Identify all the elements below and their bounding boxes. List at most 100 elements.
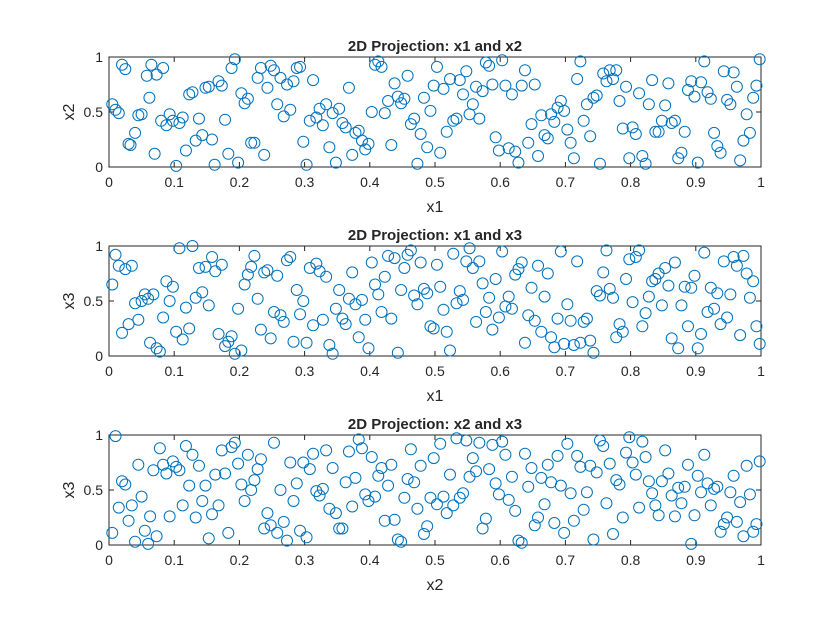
data-point xyxy=(129,535,142,548)
data-point xyxy=(652,125,665,138)
data-point xyxy=(235,344,248,357)
data-point xyxy=(138,524,151,537)
data-point xyxy=(734,154,747,167)
data-point xyxy=(734,329,747,342)
data-point xyxy=(522,480,535,493)
data-point xyxy=(730,515,743,528)
data-point xyxy=(132,458,145,471)
data-point xyxy=(730,259,743,272)
data-point xyxy=(691,469,704,482)
scatter-series xyxy=(106,53,766,172)
x-tick-label: 0.6 xyxy=(490,174,510,190)
data-point xyxy=(675,497,688,510)
data-point xyxy=(202,80,215,93)
data-point xyxy=(613,95,626,107)
data-point xyxy=(241,448,254,461)
data-point xyxy=(724,98,737,111)
data-point xyxy=(248,249,261,262)
data-point xyxy=(613,318,626,331)
data-point xyxy=(681,84,694,96)
data-point xyxy=(179,440,192,452)
data-point xyxy=(450,432,463,445)
data-point xyxy=(486,323,499,336)
data-point xyxy=(571,255,584,268)
data-point xyxy=(577,503,590,516)
data-point xyxy=(135,295,148,307)
data-point xyxy=(574,460,587,473)
data-point xyxy=(398,262,411,274)
data-point xyxy=(473,255,486,268)
data-point xyxy=(248,136,261,149)
data-point xyxy=(473,436,486,449)
data-point xyxy=(587,533,600,546)
data-point xyxy=(307,74,320,87)
data-point xyxy=(518,447,531,460)
data-point xyxy=(109,248,122,261)
data-point xyxy=(232,302,245,315)
data-point xyxy=(264,59,277,72)
data-point xyxy=(294,524,307,537)
data-point xyxy=(460,255,473,268)
data-point xyxy=(675,146,688,159)
y-tick-label: 0.5 xyxy=(84,482,104,498)
data-point xyxy=(571,73,584,85)
data-point xyxy=(225,62,238,74)
data-point xyxy=(662,77,675,90)
data-point xyxy=(307,447,320,460)
y-tick-label: 0.5 xyxy=(84,104,104,120)
data-point xyxy=(112,501,125,514)
data-point xyxy=(747,91,760,104)
data-point xyxy=(623,152,636,165)
data-point xyxy=(116,326,129,339)
data-point xyxy=(603,457,616,470)
data-point xyxy=(199,479,212,492)
data-point xyxy=(359,488,372,501)
x-tick-label: 0.9 xyxy=(686,552,706,568)
data-point xyxy=(688,509,701,522)
data-point xyxy=(176,111,189,124)
data-point xyxy=(505,470,518,483)
data-point xyxy=(349,471,362,484)
data-point xyxy=(160,467,173,480)
data-point xyxy=(646,487,659,500)
data-point xyxy=(479,512,492,525)
data-point xyxy=(607,528,619,540)
data-point xyxy=(590,466,603,479)
data-point xyxy=(414,256,427,269)
data-point xyxy=(150,342,163,355)
data-point xyxy=(385,458,398,471)
data-point xyxy=(378,107,391,120)
data-point xyxy=(138,288,151,301)
plot-area xyxy=(108,434,762,546)
data-point xyxy=(678,125,691,138)
data-point xyxy=(698,55,711,68)
data-point xyxy=(535,471,548,484)
data-point xyxy=(143,91,156,104)
data-point xyxy=(551,101,564,114)
data-point xyxy=(219,467,232,480)
data-point xyxy=(708,126,721,139)
data-point xyxy=(316,482,329,495)
data-point xyxy=(515,256,528,269)
data-point xyxy=(734,496,747,509)
data-point xyxy=(698,448,711,461)
y-tick-label: 0 xyxy=(95,159,103,175)
data-point xyxy=(408,112,421,125)
data-point xyxy=(313,102,326,115)
y-tick-label: 0 xyxy=(95,537,103,553)
data-point xyxy=(254,323,267,336)
data-point xyxy=(434,437,447,450)
data-point xyxy=(496,245,509,258)
data-point xyxy=(623,253,636,266)
data-point xyxy=(447,499,460,512)
data-point xyxy=(212,328,225,340)
data-point xyxy=(730,80,743,93)
data-point xyxy=(610,474,623,487)
data-point xyxy=(642,290,655,303)
data-point xyxy=(655,114,668,127)
x-tick-label: 0 xyxy=(105,174,113,190)
data-point xyxy=(453,491,466,504)
data-point xyxy=(388,77,401,90)
